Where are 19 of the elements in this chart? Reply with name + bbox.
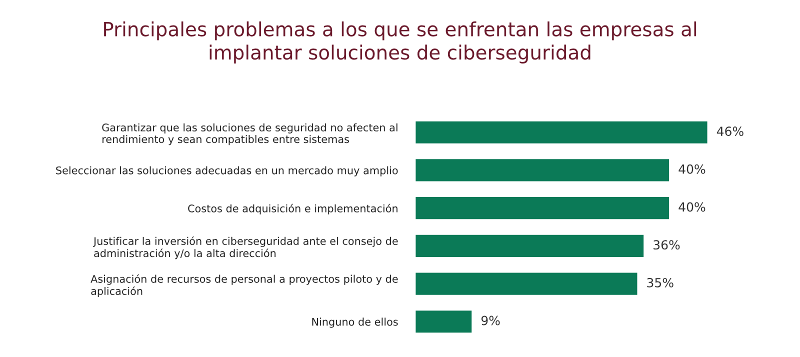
y-tick-label: Asignación de recursos de personal a proyectos piloto y de aplicación [90, 274, 398, 298]
data-label: 9% [481, 316, 500, 326]
bar [415, 271, 639, 296]
bar [415, 233, 645, 258]
data-label: 40% [678, 164, 706, 174]
y-tick-label: Seleccionar las soluciones adecuadas en un mercado muy amplio [56, 166, 398, 176]
bar [415, 196, 670, 221]
y-tick-label: Garantizar que las soluciones de seguridad no afecten al rendimiento y sean compatibles entre sistemas [102, 123, 398, 146]
bar [415, 120, 709, 145]
bar [415, 158, 670, 183]
bar [415, 309, 474, 334]
y-tick-label: Costos de adquisición e implementación [188, 204, 398, 214]
y-tick-label: Justificar la inversión en ciberseguridad ante el consejo de administración y/o la alta dirección [92, 236, 398, 260]
data-label: 40% [678, 202, 706, 212]
data-label: 35% [647, 278, 674, 288]
data-label: 36% [654, 240, 680, 250]
y-tick-label: Ninguno de ellos [312, 318, 398, 328]
chart-title: Principales problemas a los que se enfrentan las empresas al implantar soluciones de ciberseguridad [104, 21, 696, 64]
data-label: 46% [716, 126, 744, 136]
